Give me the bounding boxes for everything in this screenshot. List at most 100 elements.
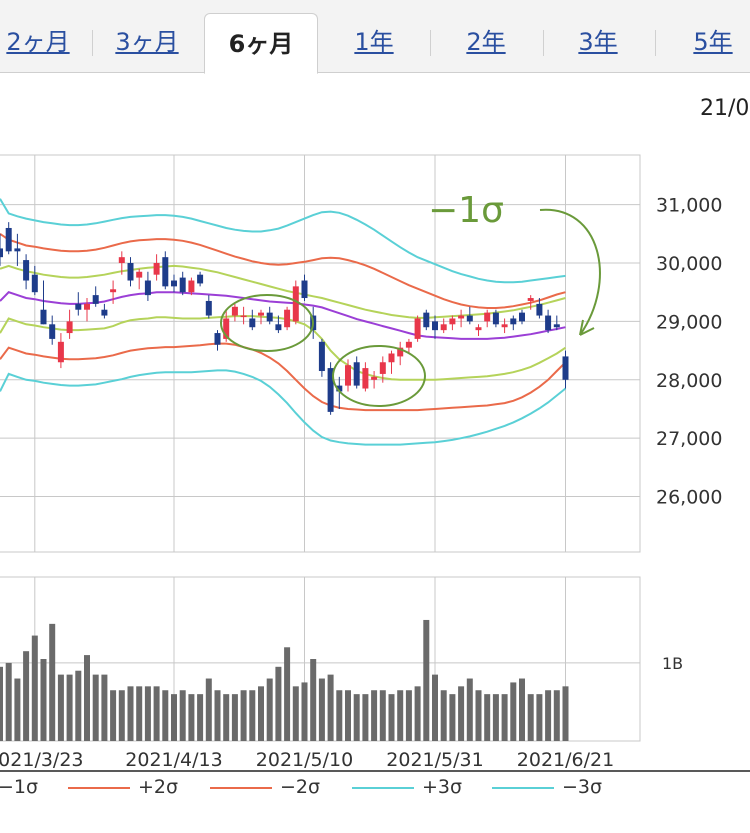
volume-bar [66, 674, 73, 741]
y-tick-label: 26,000 [656, 487, 722, 509]
candle-body [492, 312, 499, 325]
volume-bar [336, 690, 343, 741]
candle-body [484, 312, 491, 322]
candle-body [501, 324, 508, 328]
volume-bar [275, 666, 282, 741]
candle-body [562, 356, 569, 380]
candle-body [162, 257, 169, 287]
tab-6months[interactable]: 6ヶ月 [204, 13, 318, 74]
band-plus1sigma [0, 264, 566, 319]
volume-bar [162, 690, 169, 741]
candle-body [327, 368, 334, 412]
volume-bar [153, 686, 160, 741]
candle-body [414, 318, 421, 339]
candle-body [527, 298, 534, 301]
annotation-arrow [539, 208, 601, 336]
tab-3years[interactable]: 3年 [578, 28, 618, 56]
volume-bar [536, 694, 543, 741]
volume-bar [127, 686, 134, 741]
period-tabs: 2ヶ月 3ヶ月 6ヶ月 1年 2年 3年 5年 [0, 0, 750, 74]
x-tick-label: 2021/4/13 [125, 749, 222, 771]
volume-bar [49, 623, 56, 741]
candle-body [345, 365, 351, 386]
volume-bar [84, 655, 90, 741]
candle-body [197, 274, 204, 284]
candle-body [432, 321, 438, 331]
volume-bar [0, 666, 3, 741]
annotations: −1σ [220, 190, 601, 407]
volume-bar [449, 694, 456, 741]
candle-body [0, 248, 3, 258]
candle-body [223, 318, 230, 339]
volume-bar [179, 690, 186, 741]
candle-body [388, 353, 395, 363]
candle-body [240, 315, 247, 318]
volume-bar [266, 678, 273, 741]
candle-body [144, 280, 151, 296]
candle-body [14, 248, 21, 252]
band-moving-average [0, 291, 566, 340]
volume-bar [414, 686, 421, 741]
volume-bar [492, 694, 499, 741]
volume-bar [249, 690, 256, 741]
volume-bar [475, 690, 482, 741]
candle-body [118, 257, 125, 264]
volume-bar [440, 690, 447, 741]
volume-bar [5, 662, 12, 741]
candle-body [110, 289, 117, 293]
candle-body [84, 303, 90, 310]
band-plus2sigma [0, 232, 566, 309]
legend-minus3sigma: −3σ [492, 776, 602, 798]
date-range-label: 21/0 [700, 96, 750, 121]
tab-2years[interactable]: 2年 [466, 28, 506, 56]
volume-bar [75, 670, 82, 741]
candle-body [127, 263, 134, 281]
candle-body [362, 368, 369, 389]
candle-body [553, 324, 560, 328]
volume-bar [388, 694, 395, 741]
y-tick-label: 27,000 [656, 428, 722, 450]
candle-body [536, 303, 543, 316]
candle-body [49, 324, 56, 339]
legend-swatch [352, 786, 414, 789]
legend-swatch [68, 786, 130, 789]
volume-bar [258, 686, 264, 741]
candle-body [519, 312, 525, 322]
volume-bar [240, 690, 247, 741]
grid [0, 154, 641, 742]
tab-separator [543, 30, 544, 56]
volume-bar [397, 690, 404, 741]
candlesticks [0, 222, 569, 415]
candle-body [258, 312, 264, 316]
tab-3months[interactable]: 3ヶ月 [115, 28, 179, 56]
candle-body [75, 303, 82, 310]
tab-2months[interactable]: 2ヶ月 [6, 28, 70, 56]
volume-tick-label: 1B [662, 654, 683, 673]
y-tick-label: 31,000 [656, 195, 722, 217]
band-plus3sigma [0, 198, 566, 284]
x-tick-label: 2021/5/31 [386, 749, 483, 771]
volume-bar [14, 678, 21, 741]
volume-bar [562, 686, 569, 741]
volume-bar [214, 690, 221, 741]
volume-bar [310, 659, 317, 741]
volume-bar [379, 690, 386, 741]
candle-body [266, 312, 273, 322]
candle-body [336, 385, 343, 392]
candle-body [23, 260, 30, 281]
x-tick-label: 2021/3/23 [0, 749, 84, 771]
tab-separator [92, 30, 93, 56]
arrow-head [579, 319, 595, 336]
volume-bar [458, 686, 465, 741]
volume-bar [118, 690, 125, 741]
candle-body [136, 271, 143, 278]
volume-bar [466, 678, 473, 741]
volume-bar [31, 635, 38, 741]
tab-5years[interactable]: 5年 [693, 28, 733, 56]
volume-bar [23, 651, 30, 741]
candle-body [205, 300, 212, 316]
tab-1year[interactable]: 1年 [354, 28, 394, 56]
candle-body [318, 341, 325, 372]
candle-body [353, 362, 360, 386]
